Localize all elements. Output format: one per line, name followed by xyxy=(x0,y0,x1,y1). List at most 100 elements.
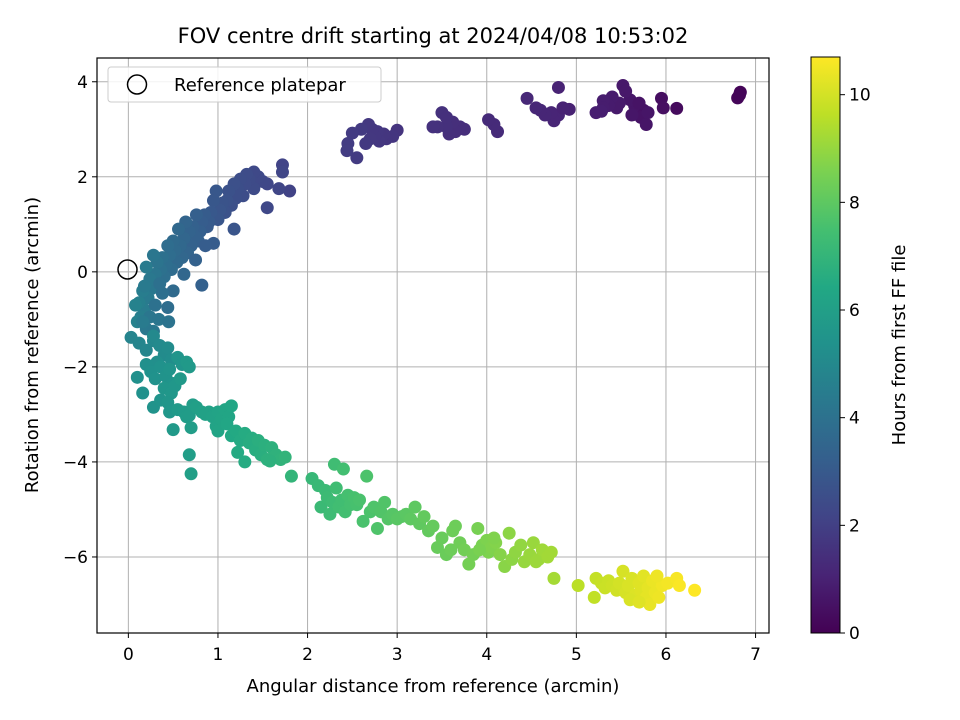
y-axis-ticks: −6 −4 −2 0 2 4 xyxy=(63,73,97,568)
data-point xyxy=(493,548,507,562)
data-point xyxy=(439,120,453,134)
y-tick-label: −6 xyxy=(63,548,88,568)
data-point xyxy=(571,578,585,592)
data-point xyxy=(732,88,746,102)
y-axis-label: Rotation from reference (arcmin) xyxy=(22,197,43,493)
data-point xyxy=(189,208,203,222)
data-point xyxy=(137,279,151,293)
data-point xyxy=(238,455,252,469)
data-point xyxy=(370,521,384,535)
data-point xyxy=(652,590,666,604)
data-point xyxy=(556,101,570,115)
legend-marker xyxy=(126,74,148,95)
data-point xyxy=(656,101,670,115)
data-point xyxy=(227,222,241,236)
data-point xyxy=(340,144,354,158)
data-point xyxy=(471,521,485,535)
data-point xyxy=(182,360,196,374)
data-point xyxy=(173,372,187,386)
data-point xyxy=(444,543,458,557)
data-point xyxy=(198,239,212,253)
data-point xyxy=(152,312,166,326)
data-point xyxy=(224,399,238,413)
data-point xyxy=(639,118,653,132)
reference-platepar-marker xyxy=(117,259,138,280)
y-tick-label: 0 xyxy=(77,263,88,283)
x-axis-label: Angular distance from reference (arcmin) xyxy=(247,676,620,697)
x-tick-label: 6 xyxy=(661,645,672,665)
data-point xyxy=(184,421,198,435)
data-point xyxy=(129,298,143,312)
data-point xyxy=(162,315,176,329)
x-tick-label: 0 xyxy=(123,645,134,665)
data-point xyxy=(688,583,702,597)
data-point xyxy=(526,536,540,550)
data-point xyxy=(632,595,646,609)
data-point xyxy=(195,278,209,292)
data-point xyxy=(166,423,180,437)
colorbar-label: Hours from first FF file xyxy=(889,245,910,446)
data-point xyxy=(672,578,686,592)
x-tick-label: 7 xyxy=(750,645,761,665)
data-point xyxy=(587,590,601,604)
data-point xyxy=(148,298,162,312)
x-tick-label: 5 xyxy=(571,645,582,665)
data-point xyxy=(177,267,191,281)
colorbar-tick-label: 2 xyxy=(849,516,860,536)
data-point xyxy=(206,194,220,208)
data-point xyxy=(632,96,646,110)
y-tick-label: −2 xyxy=(63,358,88,378)
data-point xyxy=(359,137,373,151)
legend-box xyxy=(107,66,382,103)
x-tick-label: 4 xyxy=(481,645,492,665)
colorbar-tick-label: 8 xyxy=(849,193,860,213)
data-point xyxy=(283,184,297,198)
data-point xyxy=(136,315,150,329)
data-point xyxy=(446,524,460,538)
data-point xyxy=(670,101,684,115)
colorbar-tick-label: 4 xyxy=(849,409,860,429)
x-tick-label: 1 xyxy=(213,645,224,665)
y-tick-label: 4 xyxy=(77,73,88,93)
data-point xyxy=(284,469,298,483)
data-point xyxy=(551,80,565,94)
data-point xyxy=(272,182,286,196)
data-point xyxy=(356,514,370,528)
data-point xyxy=(345,126,359,140)
data-point xyxy=(314,500,328,514)
y-tick-label: 2 xyxy=(77,168,88,188)
data-point xyxy=(146,248,160,262)
data-point xyxy=(417,510,431,524)
data-point xyxy=(275,165,289,179)
data-point xyxy=(260,201,274,215)
data-point xyxy=(161,239,175,253)
data-point xyxy=(360,469,374,483)
data-point xyxy=(502,526,516,540)
data-point xyxy=(520,91,534,105)
data-point xyxy=(514,538,528,552)
data-point xyxy=(139,260,153,274)
data-point xyxy=(220,417,234,431)
chart-title: FOV centre drift starting at 2024/04/08 … xyxy=(178,24,689,48)
data-point xyxy=(336,462,350,476)
data-point xyxy=(263,454,277,468)
data-point xyxy=(130,370,144,384)
data-point xyxy=(650,569,664,583)
data-point xyxy=(625,108,639,122)
data-point xyxy=(146,329,160,343)
data-point xyxy=(643,597,657,611)
colorbar xyxy=(810,56,841,634)
data-point xyxy=(139,343,153,357)
colorbar-ticks: 0 2 4 6 8 10 xyxy=(840,86,871,644)
data-point xyxy=(148,372,162,386)
data-point xyxy=(211,424,225,438)
data-point xyxy=(426,519,440,533)
x-axis-ticks: 0 1 2 3 4 5 6 7 xyxy=(123,633,761,665)
data-point xyxy=(544,545,558,559)
data-point xyxy=(487,531,501,545)
x-tick-label: 3 xyxy=(392,645,403,665)
data-point xyxy=(529,101,543,115)
colorbar-tick-label: 0 xyxy=(849,624,860,644)
grid xyxy=(97,58,769,633)
